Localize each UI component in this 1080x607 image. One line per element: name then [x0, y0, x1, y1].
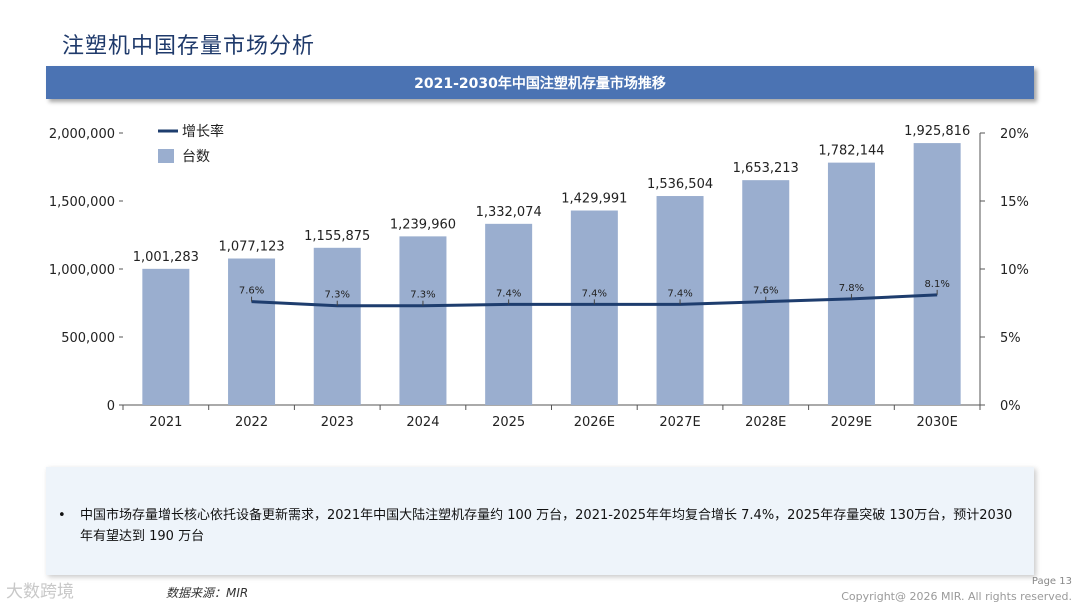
y-left-tick-label: 0 [107, 399, 115, 414]
y-left-tick-label: 1,500,000 [49, 195, 115, 210]
x-tick-label: 2025 [492, 415, 525, 430]
bar [742, 180, 790, 405]
bar-value-label: 1,782,144 [818, 144, 884, 159]
bar-value-label: 1,429,991 [561, 192, 627, 207]
data-source: 数据来源：MIR [166, 586, 249, 600]
line-value-label: 7.6% [239, 286, 264, 297]
line-value-label: 7.8% [839, 283, 864, 294]
bar [485, 223, 533, 405]
x-tick-label: 2029E [831, 415, 872, 430]
bar-value-label: 1,925,816 [904, 124, 970, 139]
y-right-tick-label: 20% [1000, 127, 1029, 142]
bar [228, 258, 276, 405]
y-right-tick-label: 5% [1000, 331, 1021, 346]
legend-label-bar: 台数 [182, 149, 210, 165]
copyright: Copyright@ 2026 MIR. All rights reserved… [841, 590, 1072, 603]
data-labels: 1,001,283 1,077,123 1,155,875 1,239,960 1,33… [133, 124, 970, 301]
y-left-tick-label: 2,000,000 [49, 127, 115, 142]
bar [313, 247, 361, 405]
bar-value-label: 1,653,213 [733, 161, 799, 176]
bar-value-label: 1,077,123 [218, 240, 284, 255]
bar [913, 143, 961, 405]
bar-value-label: 1,332,074 [476, 205, 542, 220]
chart-title-banner: 2021-2030年中国注塑机存量市场推移 [46, 66, 1034, 99]
note-bullet: • [58, 508, 66, 523]
bar [827, 162, 875, 405]
page-title: 注塑机中国存量市场分析 [62, 34, 316, 59]
line-value-label: 7.6% [753, 286, 778, 297]
bar [142, 268, 190, 405]
line-value-label: 7.3% [325, 290, 350, 301]
combo-chart: 0 500,000 1,000,000 1,500,000 2,000,000 0% 5% 1… [49, 123, 1029, 430]
x-tick-label: 2021 [149, 415, 182, 430]
line-value-label: 7.3% [410, 290, 435, 301]
x-tick-label: 2022 [235, 415, 268, 430]
line-value-label: 7.4% [582, 288, 607, 299]
chart-axes: 0 500,000 1,000,000 1,500,000 2,000,000 0% 5% 1… [49, 127, 1029, 430]
line-value-label: 8.1% [924, 279, 949, 290]
bar-value-label: 1,239,960 [390, 217, 456, 232]
x-tick-label: 2028E [745, 415, 786, 430]
bar-value-label: 1,001,283 [133, 250, 199, 265]
y-right-tick-label: 0% [1000, 399, 1021, 414]
line-value-label: 7.4% [667, 288, 692, 299]
x-tick-label: 2024 [406, 415, 439, 430]
x-tick-label: 2023 [321, 415, 354, 430]
line-value-label: 7.4% [496, 288, 521, 299]
chart-title: 2021-2030年中国注塑机存量市场推移 [414, 75, 666, 92]
y-right-tick-label: 15% [1000, 195, 1029, 210]
x-tick-label: 2026E [574, 415, 615, 430]
bar-value-label: 1,536,504 [647, 177, 713, 192]
page-number: Page 13 [1031, 576, 1072, 587]
watermark: 大数跨境 [6, 582, 74, 602]
bar [399, 236, 447, 405]
y-left-tick-label: 1,000,000 [49, 263, 115, 278]
x-tick-label: 2030E [916, 415, 957, 430]
x-tick-label: 2027E [659, 415, 700, 430]
y-left-tick-label: 500,000 [61, 331, 115, 346]
legend-label-line: 增长率 [182, 123, 224, 140]
note-text: 中国市场存量增长核心依托设备更新需求，2021年中国大陆注塑机存量约 100 万… [80, 508, 1013, 544]
legend-bar-swatch [158, 149, 174, 163]
y-right-tick-label: 10% [1000, 263, 1029, 278]
bar [570, 210, 618, 405]
summary-note: • 中国市场存量增长核心依托设备更新需求，2021年中国大陆注塑机存量约 100… [46, 467, 1034, 575]
line-series [251, 289, 938, 308]
bar-value-label: 1,155,875 [304, 229, 370, 244]
bar-series [142, 143, 961, 405]
